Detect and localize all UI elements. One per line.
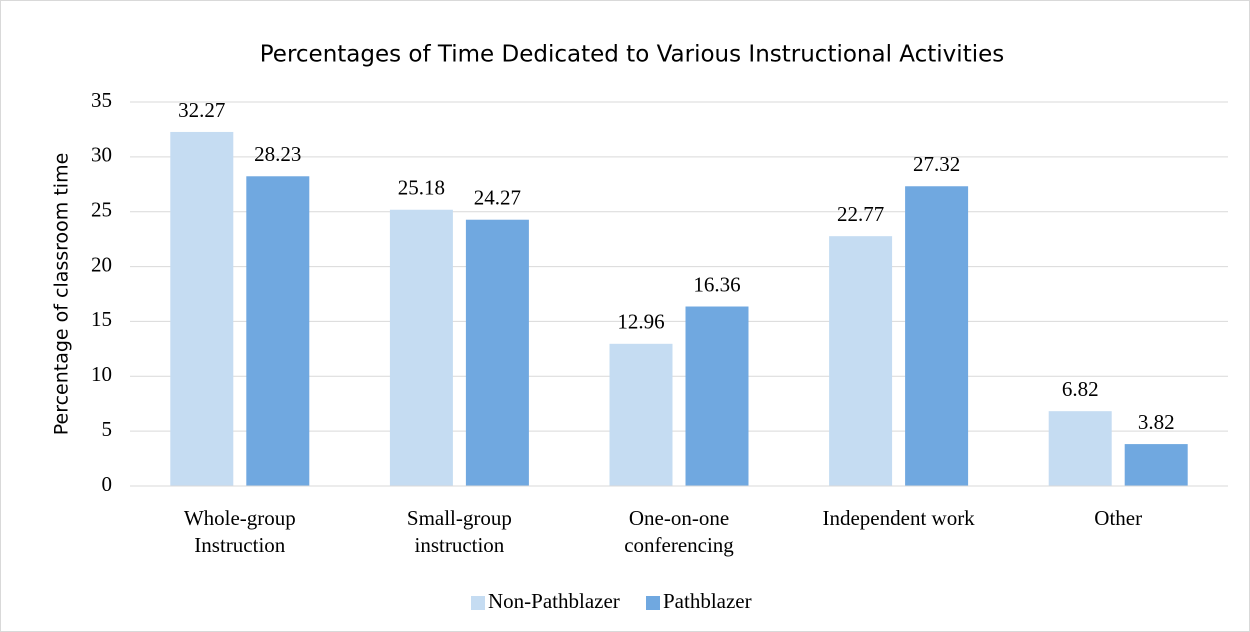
y-tick-label: 20 (91, 252, 112, 276)
bar (465, 219, 529, 486)
data-label: 22.77 (837, 202, 884, 226)
y-tick-label: 30 (91, 143, 112, 167)
bar (246, 176, 310, 487)
data-label: 16.36 (693, 272, 740, 296)
x-tick-label-line: conferencing (624, 533, 734, 557)
bar (609, 343, 673, 486)
y-tick-label: 5 (102, 417, 113, 441)
data-label: 28.23 (254, 142, 301, 166)
data-label: 3.82 (1138, 410, 1175, 434)
data-label: 6.82 (1062, 377, 1099, 401)
bar (170, 131, 234, 486)
data-label: 12.96 (617, 310, 664, 334)
bar (1048, 411, 1112, 486)
y-tick-label: 10 (91, 362, 112, 386)
bar (829, 236, 893, 486)
legend-label: Non-Pathblazer (488, 589, 620, 613)
x-tick-label-line: Whole-group (184, 506, 296, 530)
chart-title: Percentages of Time Dedicated to Various… (260, 42, 1004, 68)
y-tick-label: 35 (91, 88, 112, 112)
x-tick-label-line: Instruction (194, 533, 285, 557)
bar (1124, 444, 1188, 486)
x-tick-label: One-on-one conferencing (624, 506, 734, 557)
data-label: 27.32 (913, 152, 960, 176)
legend-swatch (646, 596, 660, 610)
x-tick-label-line: instruction (414, 533, 504, 557)
y-tick-label: 15 (91, 307, 112, 331)
legend-label: Pathblazer (663, 589, 752, 613)
data-label: 24.27 (474, 186, 521, 210)
bar (905, 186, 969, 487)
data-label: 25.18 (398, 176, 445, 200)
x-tick-label: Independent work (822, 506, 975, 530)
x-tick-label-line: Small-group (407, 506, 512, 530)
bar (389, 209, 453, 486)
y-axis-title: Percentage of classroom time (51, 153, 73, 436)
legend-swatch (471, 596, 485, 610)
x-tick-label-line: One-on-one (629, 506, 729, 530)
y-tick-label: 25 (91, 198, 112, 222)
x-tick-label: Small-group instruction (407, 506, 512, 557)
x-tick-label: Whole-group Instruction (184, 506, 296, 557)
x-tick-label: Other (1094, 506, 1142, 530)
bar (685, 306, 749, 486)
y-tick-label: 0 (102, 472, 113, 496)
data-label: 32.27 (178, 98, 225, 122)
